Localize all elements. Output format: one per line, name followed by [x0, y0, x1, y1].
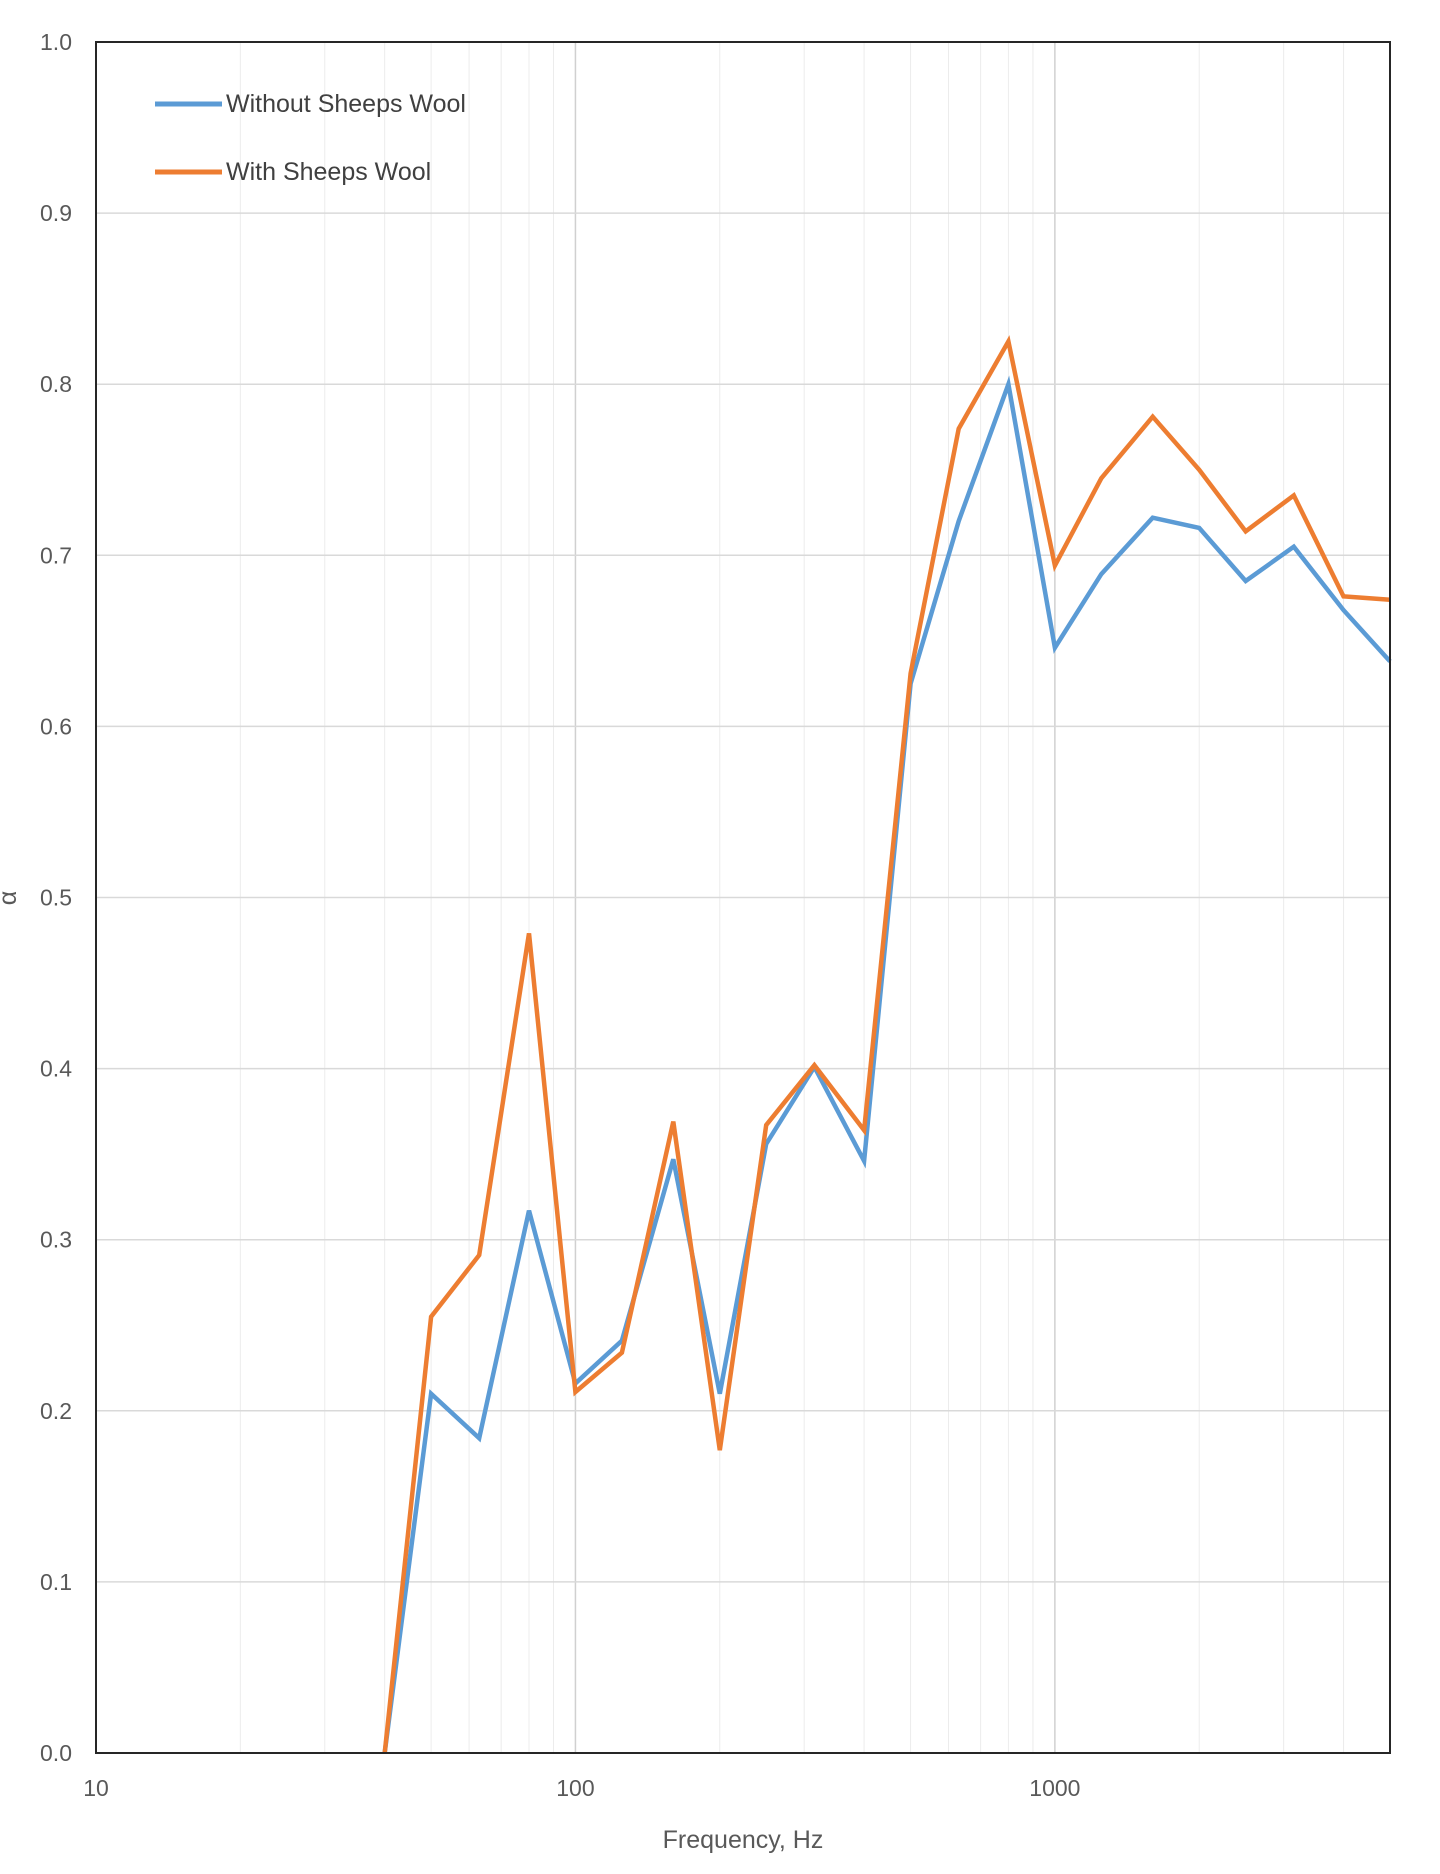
- y-tick-label: 0.4: [40, 1056, 72, 1082]
- x-tick-label: 10: [83, 1775, 109, 1801]
- series-line-with-sheeps-wool: [382, 335, 1391, 1754]
- x-tick-label: 1000: [1029, 1775, 1080, 1801]
- legend: Without Sheeps Wool With Sheeps Wool: [155, 90, 466, 186]
- x-tick-label: 100: [556, 1775, 594, 1801]
- y-tick-label: 0.2: [40, 1398, 72, 1424]
- tick-label-layer: 0.0 0.1 0.2 0.3 0.4 0.5 0.6 0.7 0.8 0.9 1.0 10 100 10…: [40, 29, 1080, 1801]
- grid-layer: [96, 42, 1390, 1753]
- y-tick-label: 0.7: [40, 542, 72, 568]
- y-tick-label: 0.1: [40, 1569, 72, 1595]
- y-tick-label: 0.3: [40, 1227, 72, 1253]
- y-tick-label: 0.9: [40, 200, 72, 226]
- x-axis-label: Frequency, Hz: [663, 1826, 824, 1854]
- y-tick-label: 0.6: [40, 713, 72, 739]
- plot-frame: [95, 41, 1391, 1754]
- y-tick-label: 0.5: [40, 885, 72, 911]
- series-layer: [382, 335, 1392, 1754]
- y-tick-label: 1.0: [40, 29, 72, 55]
- y-tick-label: 0.0: [40, 1740, 72, 1766]
- legend-entry: Without Sheeps Wool: [226, 90, 466, 118]
- legend-entry: With Sheeps Wool: [226, 158, 431, 186]
- y-axis-label: α: [0, 891, 22, 905]
- y-tick-label: 0.8: [40, 371, 72, 397]
